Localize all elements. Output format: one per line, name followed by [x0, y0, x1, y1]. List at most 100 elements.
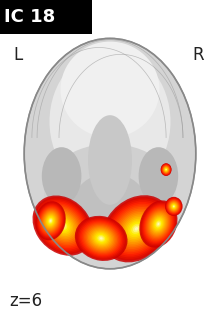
Ellipse shape: [112, 205, 161, 252]
Ellipse shape: [172, 204, 176, 209]
Ellipse shape: [139, 147, 178, 205]
Ellipse shape: [135, 227, 138, 230]
Ellipse shape: [85, 225, 117, 252]
Ellipse shape: [165, 169, 167, 170]
Ellipse shape: [170, 202, 178, 211]
Ellipse shape: [42, 209, 60, 233]
Ellipse shape: [33, 196, 93, 256]
Ellipse shape: [102, 195, 171, 262]
Ellipse shape: [172, 204, 176, 208]
Ellipse shape: [149, 212, 168, 236]
Ellipse shape: [49, 219, 52, 223]
Ellipse shape: [43, 211, 58, 231]
Ellipse shape: [91, 229, 112, 247]
Ellipse shape: [171, 203, 177, 210]
Ellipse shape: [58, 221, 67, 230]
Ellipse shape: [97, 235, 105, 242]
Text: IC 18: IC 18: [4, 8, 56, 26]
Ellipse shape: [166, 198, 182, 215]
Ellipse shape: [163, 165, 170, 174]
Ellipse shape: [133, 225, 140, 232]
Ellipse shape: [169, 202, 178, 211]
Ellipse shape: [164, 167, 169, 172]
Ellipse shape: [84, 224, 118, 253]
Ellipse shape: [121, 214, 152, 244]
Ellipse shape: [155, 219, 162, 229]
Ellipse shape: [166, 198, 181, 215]
Ellipse shape: [41, 208, 61, 234]
Ellipse shape: [117, 210, 155, 247]
Ellipse shape: [165, 197, 183, 216]
Ellipse shape: [38, 204, 64, 237]
Ellipse shape: [165, 168, 167, 171]
Ellipse shape: [51, 213, 75, 238]
Ellipse shape: [48, 217, 54, 225]
Ellipse shape: [161, 163, 172, 176]
Ellipse shape: [163, 166, 169, 173]
Ellipse shape: [77, 218, 125, 259]
Ellipse shape: [87, 226, 116, 251]
Ellipse shape: [163, 166, 169, 173]
Ellipse shape: [130, 222, 143, 236]
Ellipse shape: [75, 216, 128, 261]
Ellipse shape: [88, 115, 132, 205]
Ellipse shape: [96, 234, 106, 243]
Ellipse shape: [47, 216, 54, 226]
Text: L: L: [13, 46, 22, 64]
Ellipse shape: [167, 199, 180, 214]
Ellipse shape: [49, 212, 76, 239]
Ellipse shape: [93, 232, 109, 245]
Ellipse shape: [55, 218, 70, 233]
Ellipse shape: [124, 217, 148, 241]
Ellipse shape: [126, 219, 147, 239]
Ellipse shape: [44, 213, 57, 229]
Ellipse shape: [43, 206, 82, 245]
Ellipse shape: [123, 215, 150, 242]
Ellipse shape: [81, 221, 121, 255]
Ellipse shape: [164, 167, 168, 172]
Ellipse shape: [144, 206, 173, 242]
Ellipse shape: [79, 219, 124, 258]
Ellipse shape: [164, 167, 168, 172]
Ellipse shape: [116, 209, 157, 249]
Ellipse shape: [161, 164, 171, 176]
Ellipse shape: [39, 206, 62, 236]
Ellipse shape: [48, 218, 53, 224]
Ellipse shape: [107, 200, 166, 257]
Ellipse shape: [109, 202, 164, 256]
Ellipse shape: [34, 197, 91, 254]
Ellipse shape: [169, 201, 179, 212]
Ellipse shape: [168, 200, 180, 213]
Ellipse shape: [142, 204, 175, 244]
Ellipse shape: [146, 209, 171, 239]
Ellipse shape: [168, 200, 180, 213]
Ellipse shape: [147, 210, 170, 238]
Ellipse shape: [156, 222, 160, 226]
Ellipse shape: [162, 164, 170, 175]
Ellipse shape: [72, 173, 148, 243]
Ellipse shape: [150, 213, 167, 235]
Ellipse shape: [46, 209, 79, 242]
Ellipse shape: [141, 203, 176, 245]
Ellipse shape: [164, 168, 168, 172]
Ellipse shape: [171, 204, 176, 209]
FancyBboxPatch shape: [0, 0, 92, 34]
Ellipse shape: [48, 211, 78, 241]
Ellipse shape: [156, 220, 161, 228]
Ellipse shape: [35, 201, 66, 240]
Ellipse shape: [76, 217, 126, 260]
Ellipse shape: [154, 218, 163, 230]
Ellipse shape: [169, 201, 179, 212]
Ellipse shape: [36, 198, 90, 253]
Text: z=6: z=6: [9, 292, 42, 310]
Ellipse shape: [163, 166, 169, 173]
Ellipse shape: [89, 228, 113, 249]
Ellipse shape: [152, 216, 165, 232]
Ellipse shape: [52, 215, 73, 236]
Ellipse shape: [165, 168, 167, 171]
Ellipse shape: [100, 237, 103, 240]
Ellipse shape: [92, 230, 110, 246]
Ellipse shape: [139, 200, 178, 248]
Ellipse shape: [131, 224, 142, 234]
Ellipse shape: [37, 200, 88, 251]
